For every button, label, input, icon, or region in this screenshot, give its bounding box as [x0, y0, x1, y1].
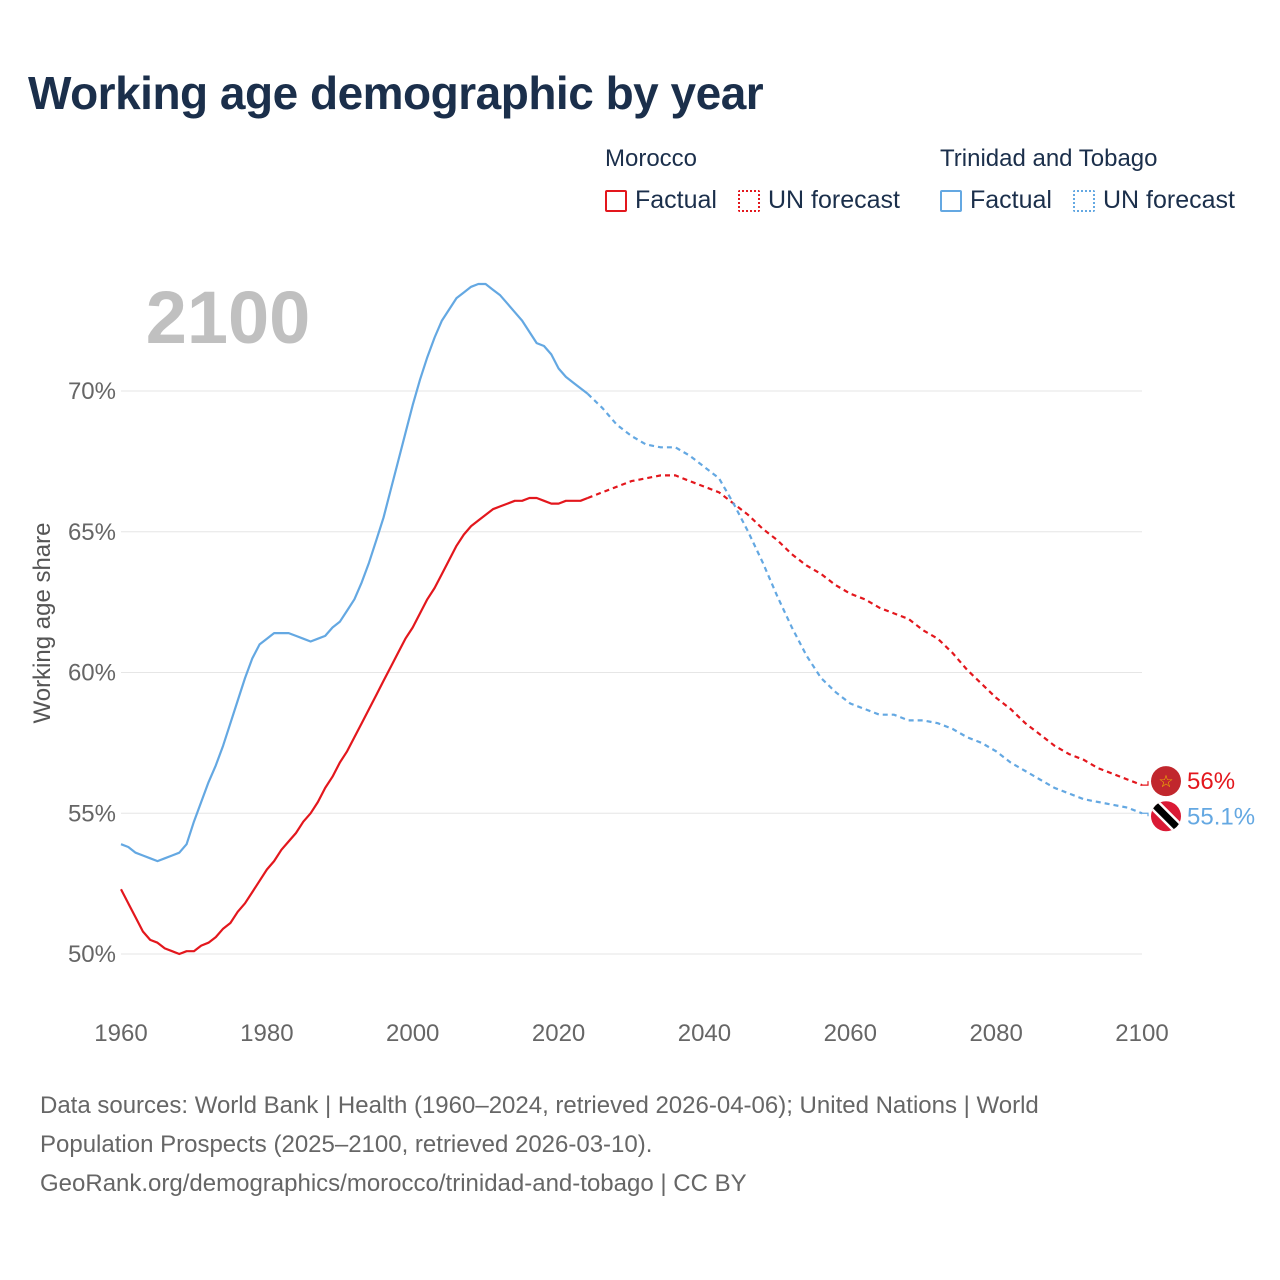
data-sources: Data sources: World Bank | Health (1960–… — [40, 1086, 1240, 1203]
y-tick-label: 65% — [68, 519, 116, 546]
x-tick-label: 2020 — [532, 1020, 585, 1047]
morocco-flag: ☆ — [1151, 766, 1181, 797]
legend-tt-forecast[interactable]: UN forecast — [1073, 186, 1235, 215]
y-axis-label: Working age share — [29, 523, 56, 724]
series-line-trinidad-and-tobago-factual — [120, 282, 589, 863]
series-line-morocco-forecast — [587, 474, 1143, 787]
legend-label: Factual — [635, 186, 717, 214]
legend-label: UN forecast — [1103, 186, 1235, 214]
x-tick-label: 1980 — [240, 1020, 293, 1047]
legend-group-trinidad-and-tobago: Trinidad and Tobago — [940, 145, 1158, 172]
y-tick-label: 55% — [68, 800, 116, 827]
flag-background — [1151, 766, 1181, 797]
legend-morocco-forecast[interactable]: UN forecast — [738, 186, 900, 215]
x-tick-label: 1960 — [94, 1020, 147, 1047]
y-tick-label: 70% — [68, 378, 116, 405]
y-axis-ticks: 50% 55% 60% 65% 70% — [68, 378, 116, 968]
x-tick-label: 2040 — [678, 1020, 731, 1047]
chart-title: Working age demographic by year — [28, 67, 764, 119]
line-chart: 50% 55% 60% 65% 70% 1960 1980 2000 2020 2040 2060… — [29, 276, 1255, 1047]
legend-swatch-solid — [605, 189, 627, 212]
end-value-label: 56% — [1187, 768, 1235, 795]
x-tick-label: 2080 — [969, 1020, 1022, 1047]
legend-label: UN forecast — [768, 186, 900, 214]
legend-swatch-solid — [940, 189, 962, 212]
legend-swatch-dotted — [1073, 189, 1095, 212]
y-tick-label: 50% — [68, 941, 116, 968]
sources-line-3[interactable]: GeoRank.org/demographics/morocco/trinida… — [40, 1170, 747, 1197]
series-line-morocco-factual — [120, 496, 589, 956]
x-tick-label: 2060 — [824, 1020, 877, 1047]
year-watermark: 2100 — [146, 276, 311, 359]
end-connector — [1142, 812, 1149, 817]
trinidad-and-tobago-flag — [1151, 801, 1181, 832]
sources-line-1: Data sources: World Bank | Health (1960–… — [40, 1092, 1039, 1119]
legend-morocco-factual[interactable]: Factual — [605, 186, 717, 215]
end-connector — [1142, 781, 1149, 786]
end-value-label: 55.1% — [1187, 803, 1255, 830]
x-tick-label: 2000 — [386, 1020, 439, 1047]
end-markers: ☆ 56% 55.1% — [1142, 766, 1255, 832]
series-line-trinidad-and-tobago-forecast — [586, 393, 1143, 815]
y-tick-label: 60% — [68, 660, 116, 687]
flag-star: ☆ — [1158, 772, 1173, 791]
sources-line-2: Population Prospects (2025–2100, retriev… — [40, 1131, 653, 1158]
gridlines — [121, 390, 1142, 955]
x-axis-ticks: 1960 1980 2000 2020 2040 2060 2080 2100 — [94, 1020, 1168, 1047]
series-lines — [120, 282, 1143, 956]
x-tick-label: 2100 — [1115, 1020, 1168, 1047]
legend-group-morocco: Morocco — [605, 145, 698, 172]
legend-label: Factual — [970, 186, 1052, 214]
legend-tt-factual[interactable]: Factual — [940, 186, 1052, 215]
legend-swatch-dotted — [738, 189, 760, 212]
